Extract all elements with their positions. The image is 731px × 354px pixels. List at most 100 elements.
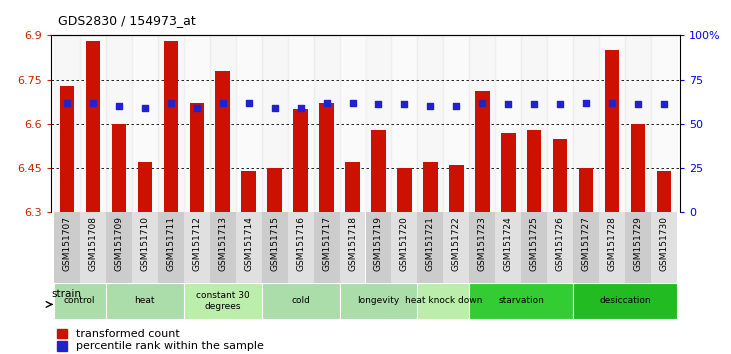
Bar <box>553 139 567 212</box>
Bar <box>137 162 152 212</box>
Bar <box>417 212 444 283</box>
Bar <box>371 130 386 212</box>
Point <box>269 105 281 111</box>
Text: GSM151711: GSM151711 <box>166 216 175 271</box>
Text: percentile rank within the sample: percentile rank within the sample <box>76 341 264 352</box>
Bar <box>319 103 333 212</box>
Text: heat: heat <box>135 296 155 306</box>
Text: GSM151725: GSM151725 <box>530 216 539 271</box>
Bar <box>54 35 80 212</box>
Bar <box>112 124 126 212</box>
Point <box>398 102 410 107</box>
Point <box>529 102 540 107</box>
Bar <box>599 212 625 283</box>
Bar <box>287 212 314 283</box>
Bar <box>106 35 132 212</box>
Bar <box>579 168 594 212</box>
Bar <box>262 35 287 212</box>
Bar <box>132 212 158 283</box>
Bar <box>548 212 573 283</box>
Point <box>243 100 254 105</box>
Point <box>502 102 514 107</box>
Point <box>113 103 124 109</box>
Bar <box>106 212 132 283</box>
Bar <box>573 212 599 283</box>
Text: GSM151714: GSM151714 <box>244 216 253 271</box>
Bar <box>262 283 339 319</box>
Point <box>425 103 436 109</box>
Point <box>191 105 202 111</box>
Point <box>450 103 462 109</box>
Bar <box>501 133 515 212</box>
Bar <box>475 91 490 212</box>
Text: strain: strain <box>52 289 82 299</box>
Bar <box>417 35 444 212</box>
Bar <box>54 212 80 283</box>
Bar <box>60 86 74 212</box>
Bar <box>183 212 210 283</box>
Bar <box>58 329 67 338</box>
Bar <box>657 171 671 212</box>
Text: GSM151727: GSM151727 <box>582 216 591 271</box>
Bar <box>106 283 183 319</box>
Bar <box>58 341 67 351</box>
Bar <box>158 212 183 283</box>
Point <box>373 102 385 107</box>
Bar <box>314 35 339 212</box>
Bar <box>625 212 651 283</box>
Bar <box>345 162 360 212</box>
Text: GSM151713: GSM151713 <box>218 216 227 271</box>
Text: GSM151723: GSM151723 <box>478 216 487 271</box>
Bar <box>293 109 308 212</box>
Text: desiccation: desiccation <box>599 296 651 306</box>
Text: GSM151722: GSM151722 <box>452 216 461 271</box>
Point <box>659 102 670 107</box>
Text: GDS2830 / 154973_at: GDS2830 / 154973_at <box>58 13 196 27</box>
Bar <box>392 35 417 212</box>
Point <box>477 100 488 105</box>
Bar <box>268 168 281 212</box>
Bar <box>469 283 573 319</box>
Bar <box>366 35 392 212</box>
Point <box>555 102 567 107</box>
Bar <box>339 35 366 212</box>
Bar <box>132 35 158 212</box>
Bar <box>444 212 469 283</box>
Bar <box>241 171 256 212</box>
Bar <box>631 124 645 212</box>
Bar <box>366 212 392 283</box>
Bar <box>80 212 106 283</box>
Text: GSM151717: GSM151717 <box>322 216 331 271</box>
Text: GSM151709: GSM151709 <box>114 216 124 271</box>
Text: GSM151721: GSM151721 <box>426 216 435 271</box>
Bar <box>183 283 262 319</box>
Bar <box>423 162 438 212</box>
Text: heat knock down: heat knock down <box>405 296 482 306</box>
Bar <box>625 35 651 212</box>
Bar <box>573 35 599 212</box>
Bar <box>444 35 469 212</box>
Bar <box>573 283 677 319</box>
Bar <box>287 35 314 212</box>
Bar <box>339 212 366 283</box>
Text: GSM151728: GSM151728 <box>607 216 617 271</box>
Text: cold: cold <box>291 296 310 306</box>
Text: GSM151718: GSM151718 <box>348 216 357 271</box>
Bar <box>235 212 262 283</box>
Text: GSM151724: GSM151724 <box>504 216 513 271</box>
Bar <box>235 35 262 212</box>
Bar <box>183 35 210 212</box>
Text: GSM151716: GSM151716 <box>296 216 305 271</box>
Text: GSM151715: GSM151715 <box>270 216 279 271</box>
Bar <box>216 71 230 212</box>
Point <box>346 100 358 105</box>
Bar <box>496 212 521 283</box>
Text: starvation: starvation <box>499 296 545 306</box>
Text: GSM151726: GSM151726 <box>556 216 565 271</box>
Bar <box>521 212 548 283</box>
Point <box>321 100 333 105</box>
Text: GSM151710: GSM151710 <box>140 216 149 271</box>
Point <box>87 100 99 105</box>
Text: GSM151730: GSM151730 <box>660 216 669 271</box>
Text: GSM151729: GSM151729 <box>634 216 643 271</box>
